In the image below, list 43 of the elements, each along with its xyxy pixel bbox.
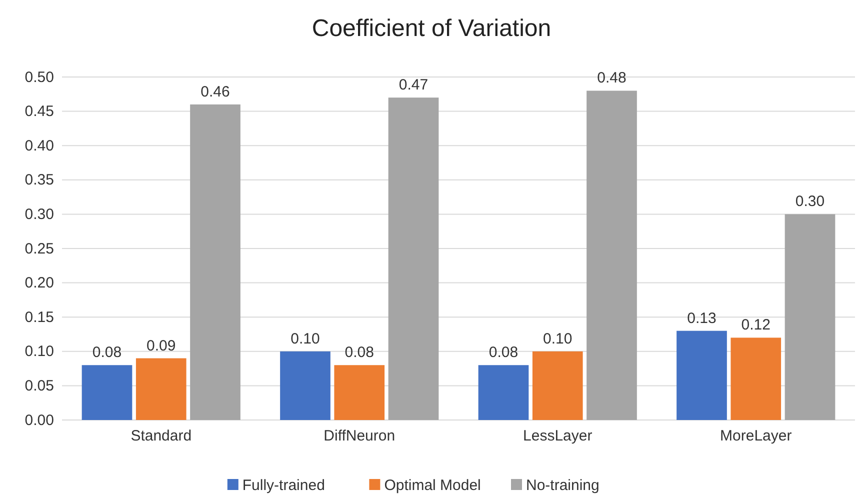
y-tick-label: 0.20 — [24, 274, 54, 292]
y-tick-label: 0.05 — [24, 378, 54, 394]
y-tick-label: 0.30 — [24, 206, 54, 223]
bar — [478, 365, 529, 420]
bar — [586, 90, 637, 420]
data-label: 0.30 — [795, 193, 825, 210]
data-label: 0.48 — [597, 70, 626, 87]
chart-title: Coefficient of Variation — [312, 15, 552, 42]
y-tick-label: 0.50 — [24, 68, 54, 86]
legend-label: No-training — [526, 477, 600, 494]
legend-label: Optimal Model — [384, 477, 481, 494]
bar — [388, 98, 439, 420]
x-tick-label: Standard — [130, 428, 192, 445]
y-tick-label: 0.35 — [24, 172, 54, 189]
y-tick-label: 0.45 — [24, 103, 54, 120]
bar — [280, 351, 330, 420]
data-label: 0.13 — [687, 310, 716, 327]
bar — [136, 358, 186, 420]
bar — [784, 214, 836, 420]
y-tick-label: 0.15 — [24, 308, 54, 326]
bar — [676, 330, 727, 420]
data-label: 0.09 — [146, 337, 176, 354]
y-tick-label: 0.25 — [24, 240, 54, 258]
x-tick-label: DiffNeuron — [324, 428, 396, 445]
y-tick-label: 0.40 — [24, 137, 54, 154]
data-label: 0.10 — [543, 330, 572, 348]
data-label: 0.46 — [200, 83, 230, 100]
bar — [334, 365, 385, 420]
x-tick-label: LessLayer — [523, 428, 592, 445]
bar — [190, 104, 240, 420]
x-tick-label: MoreLayer — [720, 428, 792, 445]
y-tick-label: 0.00 — [24, 412, 54, 429]
bar — [730, 338, 782, 420]
data-label: 0.12 — [741, 316, 770, 334]
legend-label: Fully-trained — [242, 477, 325, 494]
data-label: 0.47 — [398, 76, 428, 94]
data-label: 0.08 — [488, 344, 518, 362]
data-label: 0.08 — [92, 344, 122, 362]
bar — [532, 351, 583, 420]
y-tick-label: 0.10 — [24, 343, 54, 360]
data-label: 0.08 — [344, 344, 374, 362]
data-label: 0.10 — [290, 330, 320, 348]
bar — [82, 365, 132, 420]
